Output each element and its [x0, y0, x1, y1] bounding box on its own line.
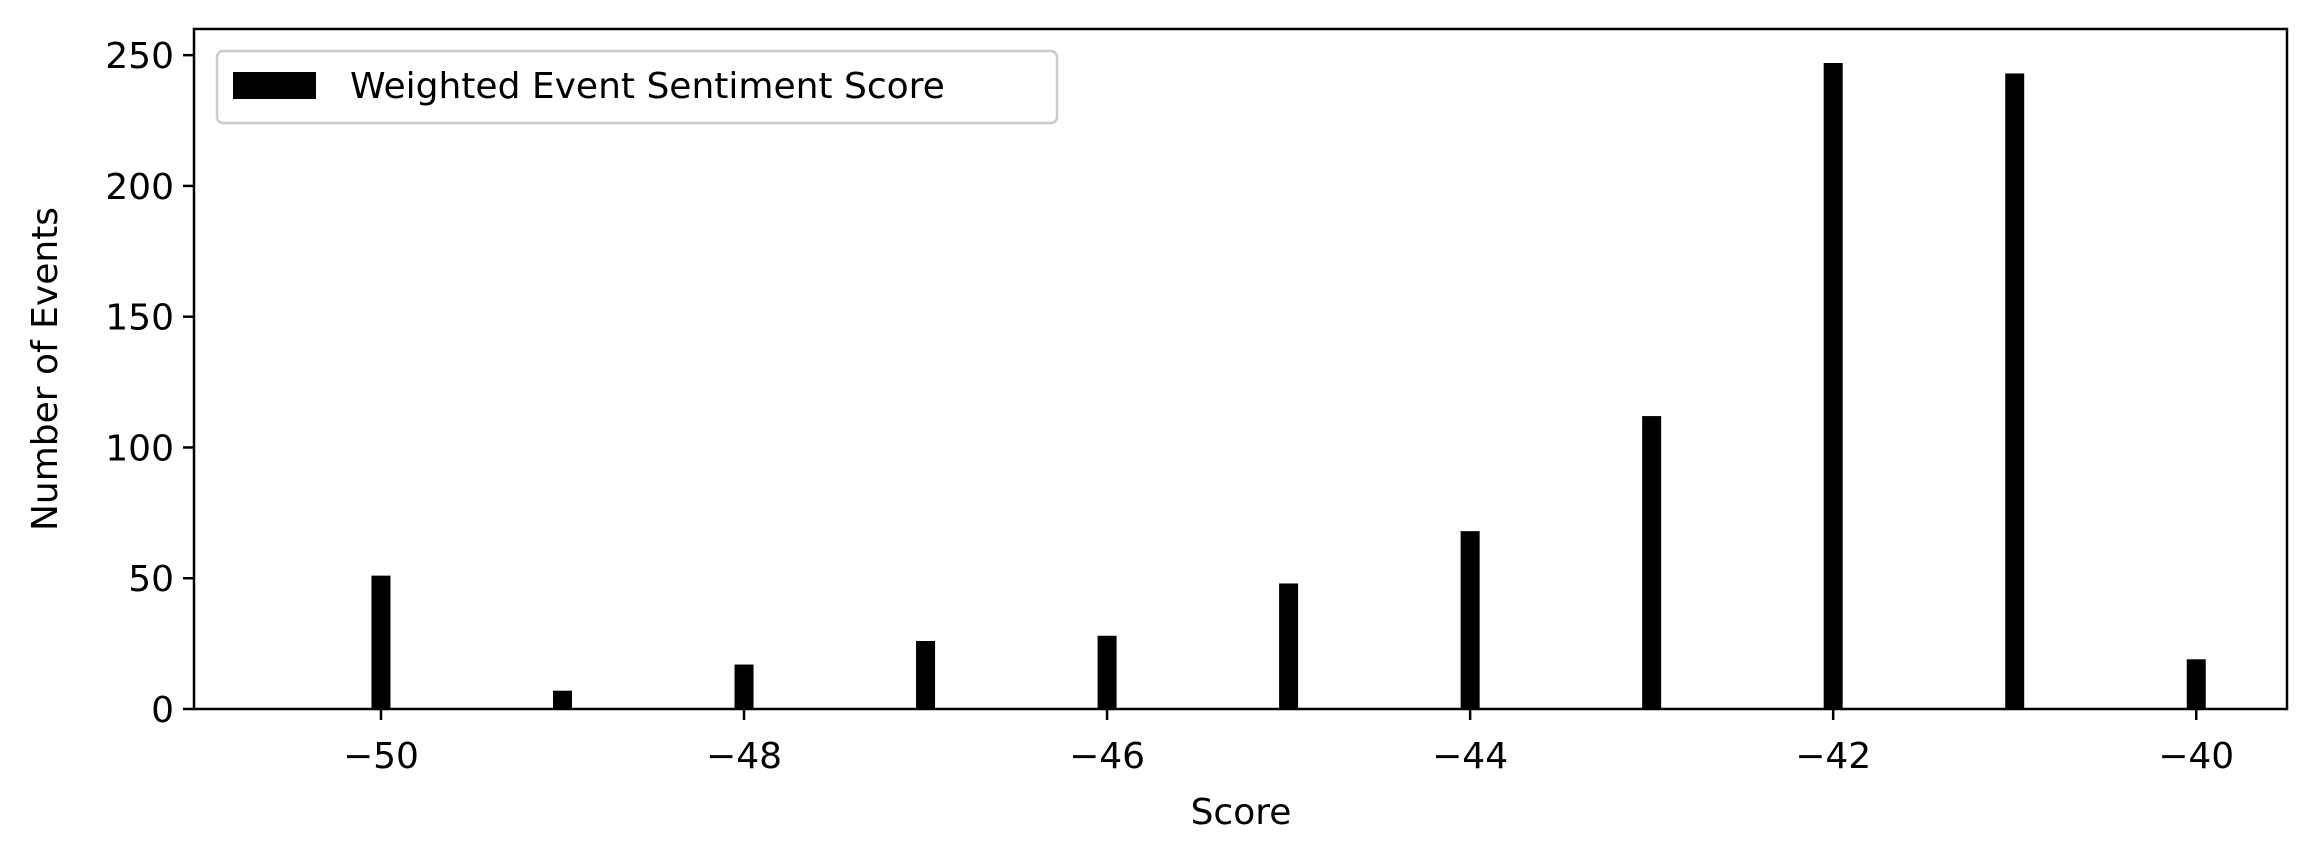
plot-frame	[192, 27, 2289, 711]
y-axis-ticks: 0 50 100 150 200 250	[105, 36, 194, 731]
y-tick-label: 250	[105, 36, 174, 77]
bar	[1460, 531, 1480, 709]
x-tick-label: −50	[343, 736, 419, 777]
y-tick-label: 0	[151, 690, 174, 731]
legend-swatch	[233, 72, 316, 99]
bar-group	[371, 63, 2206, 709]
bar	[1279, 583, 1299, 709]
bar	[371, 575, 391, 709]
x-tick-label: −46	[1069, 736, 1145, 777]
legend: Weighted Event Sentiment Score	[215, 49, 1059, 125]
x-tick-label: −44	[1432, 736, 1508, 777]
bar	[2005, 73, 2025, 709]
legend-label: Weighted Event Sentiment Score	[350, 66, 945, 107]
x-tick-label: −42	[1795, 736, 1871, 777]
y-tick-label: 150	[105, 298, 174, 339]
bar	[1642, 416, 1662, 709]
bar	[552, 690, 572, 709]
y-tick-label: 100	[105, 428, 174, 469]
plot-area	[192, 27, 2289, 711]
legend-box	[215, 49, 1059, 125]
bar	[1097, 635, 1117, 709]
x-axis-label: Score	[1191, 792, 1292, 833]
bar	[734, 664, 754, 709]
bar	[916, 641, 936, 709]
bar	[1823, 63, 1843, 709]
y-tick-label: 200	[105, 167, 174, 208]
y-tick-label: 50	[128, 559, 174, 600]
y-axis-label: Number of Events	[25, 207, 66, 531]
x-tick-label: −48	[706, 736, 782, 777]
x-tick-label: −40	[2158, 736, 2234, 777]
x-axis-ticks: −50 −48 −46 −44 −42 −40	[343, 709, 2234, 777]
bar	[2186, 659, 2206, 709]
